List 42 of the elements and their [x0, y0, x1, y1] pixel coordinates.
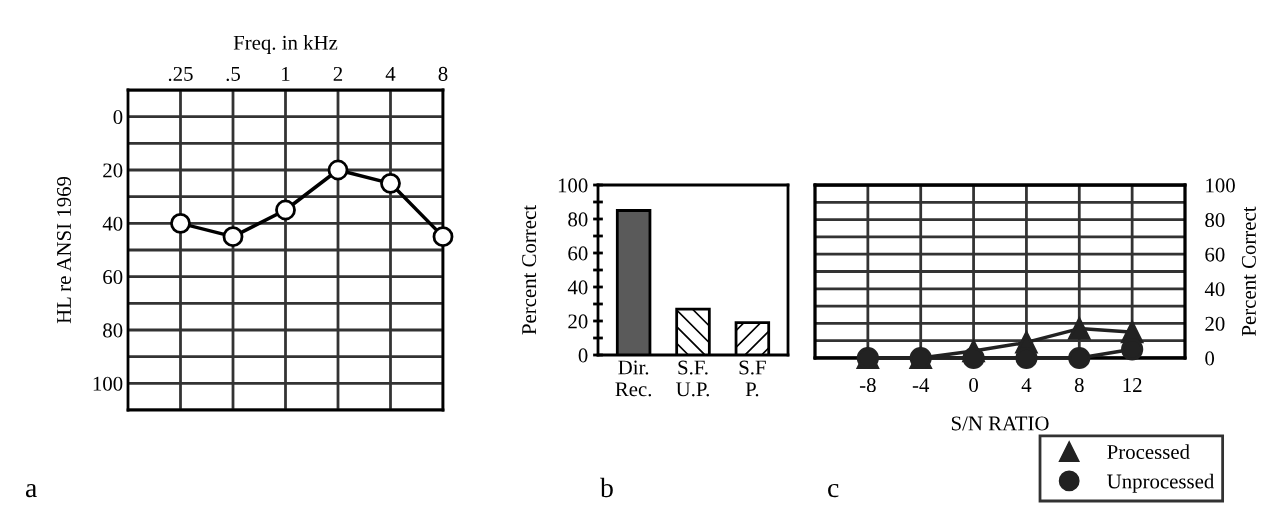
text: a — [25, 483, 37, 498]
x-tick-label: 8 — [438, 66, 448, 81]
legend-label: Processed — [1107, 444, 1190, 460]
y2-tick-label: 100 — [1206, 178, 1235, 193]
legend-label: Unprocessed — [1107, 473, 1215, 493]
y-tick-label: 80 — [568, 212, 588, 227]
y2-axis-title: Percent Correct — [1241, 206, 1256, 336]
x-tick-label: .5 — [226, 67, 240, 81]
x-tick-label: 4 — [1021, 378, 1032, 392]
x-tick-label: 1 — [282, 66, 290, 81]
text: c — [828, 483, 839, 498]
y2-tick-label: 60 — [1205, 247, 1225, 262]
x-tick-label: -8 — [859, 378, 876, 393]
x-tick-label: -4 — [912, 378, 930, 392]
y2-tick-label: 80 — [1205, 212, 1225, 228]
x-tick-label: 12 — [1123, 378, 1142, 392]
y-axis-title: Percent Correct — [522, 205, 537, 335]
x-axis-title: S/N RATIO — [951, 416, 1049, 431]
x-tick-label: 8 — [1074, 378, 1084, 393]
y-tick-label: 0 — [113, 110, 123, 125]
x-tick-label: Dir. Rec. — [615, 360, 652, 397]
x-tick-label: S.F P. — [739, 360, 766, 397]
y-tick-label: 0 — [578, 348, 588, 363]
y-tick-label: 20 — [568, 314, 588, 329]
y-tick-label: 20 — [103, 163, 123, 178]
y-tick-label: 40 — [567, 280, 588, 295]
y-tick-label: 80 — [103, 323, 123, 338]
y-tick-label: 60 — [568, 246, 588, 261]
x2-axis-title: Freq. in kHz — [233, 35, 338, 55]
y-tick-label: 100 — [558, 178, 588, 193]
x-tick-label: 2 — [333, 66, 343, 81]
text: b — [600, 477, 613, 498]
y2-tick-label: 40 — [1204, 282, 1225, 297]
y-tick-label: 100 — [93, 376, 123, 391]
x-tick-label: 4 — [385, 66, 396, 81]
x-tick-label: 0 — [969, 378, 978, 393]
x-tick-label: .25 — [168, 66, 193, 81]
x-tick-label: S.F. U.P. — [676, 360, 709, 397]
y-tick-label: 40 — [102, 216, 123, 231]
y2-tick-label: 20 — [1205, 316, 1225, 331]
y-tick-label: 60 — [103, 270, 123, 285]
y-axis-title: HL re ANSI 1969 — [56, 176, 71, 324]
